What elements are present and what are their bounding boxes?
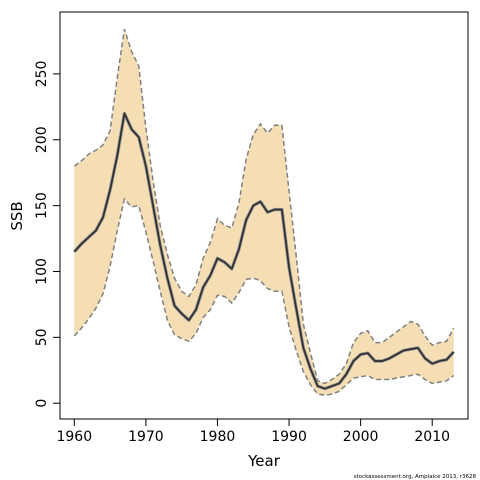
y-tick-label: 200	[34, 126, 50, 153]
x-tick-label: 1990	[271, 429, 307, 445]
x-tick-label: 1970	[128, 429, 164, 445]
x-tick-label: 2010	[414, 429, 450, 445]
y-tick-label: 150	[34, 192, 50, 219]
upper-bound-line	[73, 28, 455, 385]
plot-frame	[59, 11, 469, 420]
source-footnote: stockassessment.org, Amplaice 2013, r362…	[354, 474, 477, 480]
y-tick-label: 50	[34, 328, 50, 346]
lower-bound-line	[73, 197, 455, 397]
x-axis: 1960 1970 1980 1990 2000 2010	[56, 419, 450, 445]
y-tick-label: 250	[34, 61, 50, 88]
x-tick-label: 1980	[200, 429, 236, 445]
plot-area	[73, 28, 455, 397]
x-axis-title: Year	[247, 452, 281, 470]
y-tick-label: 100	[34, 258, 50, 285]
y-axis: 0 50 100 150 200 250	[34, 61, 60, 408]
confidence-band	[74, 29, 454, 396]
x-tick-label: 2000	[343, 429, 379, 445]
x-tick-label: 1960	[56, 429, 92, 445]
y-axis-title: SSB	[8, 201, 26, 230]
y-tick-label: 0	[34, 399, 50, 408]
ssb-estimate-line	[73, 112, 455, 390]
